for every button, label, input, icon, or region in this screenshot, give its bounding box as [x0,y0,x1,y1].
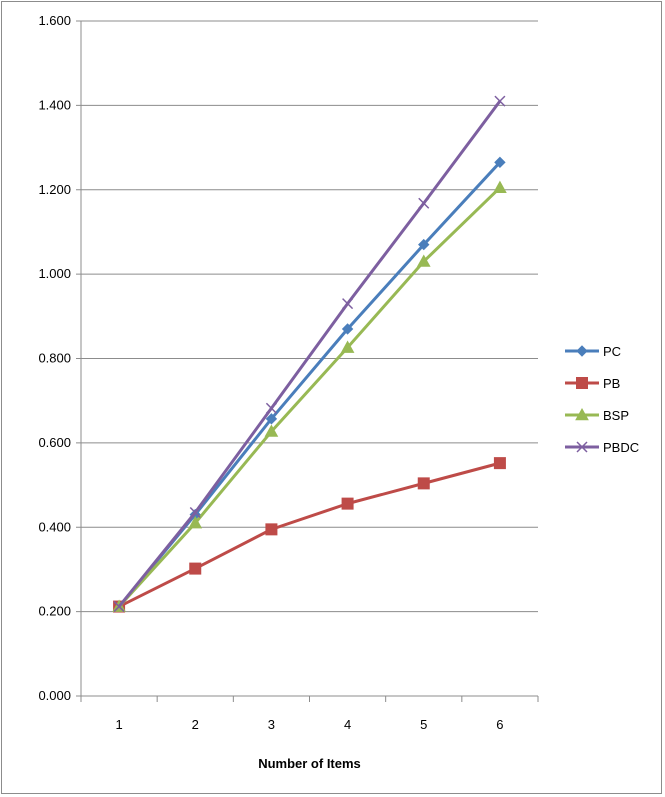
x-tick-label: 4 [344,717,351,732]
data-point-pb [417,477,430,490]
data-point-bsp [340,340,355,353]
y-tick-label: 0.800 [38,351,71,366]
marker-stroke [494,95,506,107]
series-pb [113,457,506,613]
data-point-pbdc [418,197,430,209]
y-tick-label: 1.400 [38,97,71,112]
x-tick-label: 3 [268,717,275,732]
legend: PC PB BSP PBDC [565,344,639,455]
data-point-pc [418,238,430,251]
legend-item-pc: PC [565,344,621,359]
data-point-pbdc [494,95,506,107]
x-axis: 1 2 3 4 5 6 [80,695,539,732]
data-point-pb [189,562,202,575]
marker-stroke [113,601,125,613]
y-tick-label: 1.000 [38,266,71,281]
x-tick-label: 6 [496,717,503,732]
x-tick-label: 5 [420,717,427,732]
data-point-bsp [188,516,203,529]
legend-label-pc: PC [603,344,621,359]
y-tick-label: 0.000 [38,688,71,703]
marker-stroke [189,506,201,519]
data-point-pb [341,497,354,510]
data-point-pc [494,156,506,169]
marker-stroke [342,298,354,310]
marker-stroke [576,441,588,453]
legend-item-pb: PB [565,376,620,391]
data-point-pbdc [265,402,277,414]
series-pc [113,156,506,613]
legend-item-bsp: BSP [565,407,629,423]
y-axis: 0.000 0.200 0.400 0.600 0.800 1.000 1.200 1.400… [38,13,82,703]
data-point-pb [265,523,278,536]
legend-marker-pbdc [576,441,588,453]
series-line-pc [117,161,502,608]
data-point-bsp [416,254,431,267]
data-point-pb [493,457,506,470]
y-tick-label: 1.600 [38,13,71,28]
data-point-pbdc [342,298,354,310]
data-point-pc [341,323,354,335]
series-group [112,95,507,613]
y-tick-label: 0.200 [38,604,71,619]
data-point-bsp [264,424,279,437]
series-pbdc [113,95,506,613]
y-tick-label: 0.400 [38,519,71,534]
legend-marker-bsp [575,407,589,421]
y-tick-label: 1.200 [38,182,71,197]
data-point-pbdc [189,506,201,519]
legend-marker-pb [576,377,588,389]
legend-item-pbdc: PBDC [565,440,639,455]
x-tick-label: 1 [115,717,122,732]
data-point-pbdc [113,601,125,613]
marker-stroke [418,197,430,209]
series-line-pb [118,461,501,608]
legend-label-pb: PB [603,376,620,391]
series-line-pbdc [117,100,502,608]
series-bsp [112,180,507,612]
x-tick-label: 2 [192,717,199,732]
series-line-bsp [117,186,501,608]
legend-label-pbdc: PBDC [603,440,639,455]
x-axis-title: Number of Items [258,756,361,771]
data-point-pc [265,413,278,425]
legend-marker-pc [576,345,588,357]
data-point-bsp [493,180,507,193]
legend-label-bsp: BSP [603,408,629,423]
marker-stroke [265,402,277,414]
y-tick-label: 0.600 [38,435,71,450]
